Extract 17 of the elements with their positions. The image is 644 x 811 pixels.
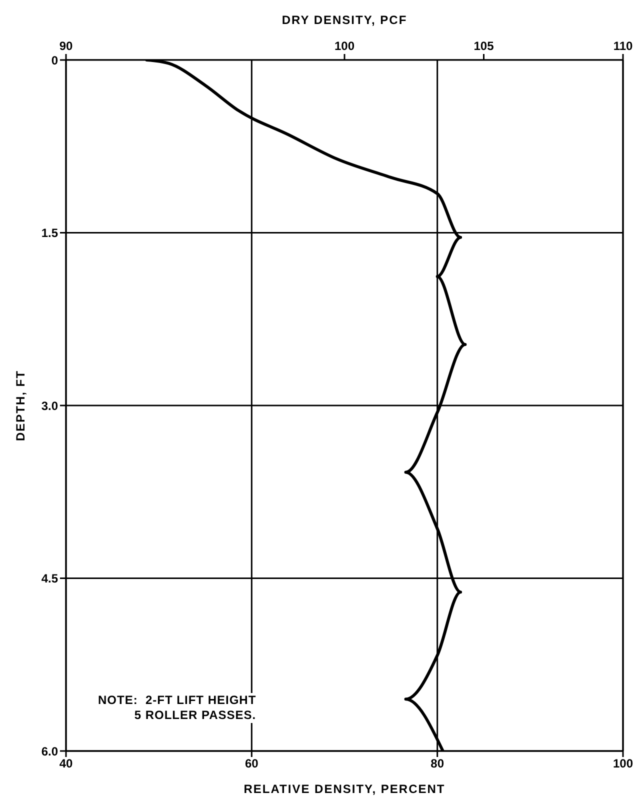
annotation: NOTE: 2-FT LIFT HEIGHT 5 ROLLER PASSES. [98,693,256,723]
x2-tick-label: 100 [334,39,355,53]
x2-tick-label: 90 [59,39,73,53]
x-tick-label: 100 [612,756,634,771]
y-axis-title: DEPTH, FT [13,370,28,441]
x-tick-label: 60 [244,756,259,771]
y-tick-label: 0 [51,53,58,68]
x2-axis-title: DRY DENSITY, PCF [282,13,408,27]
x-tick-label: 80 [430,756,444,771]
y-tick-label: 4.5 [41,572,58,586]
x2-tick-label: 110 [613,39,634,53]
y-tick-label: 1.5 [41,226,58,240]
y-tick-label: 6.0 [41,744,58,758]
x2-tick-label: 105 [474,39,494,53]
x-tick-label: 40 [59,756,73,771]
x-axis-title: RELATIVE DENSITY, PERCENT [244,782,446,796]
y-tick-label: 3.0 [41,398,58,413]
